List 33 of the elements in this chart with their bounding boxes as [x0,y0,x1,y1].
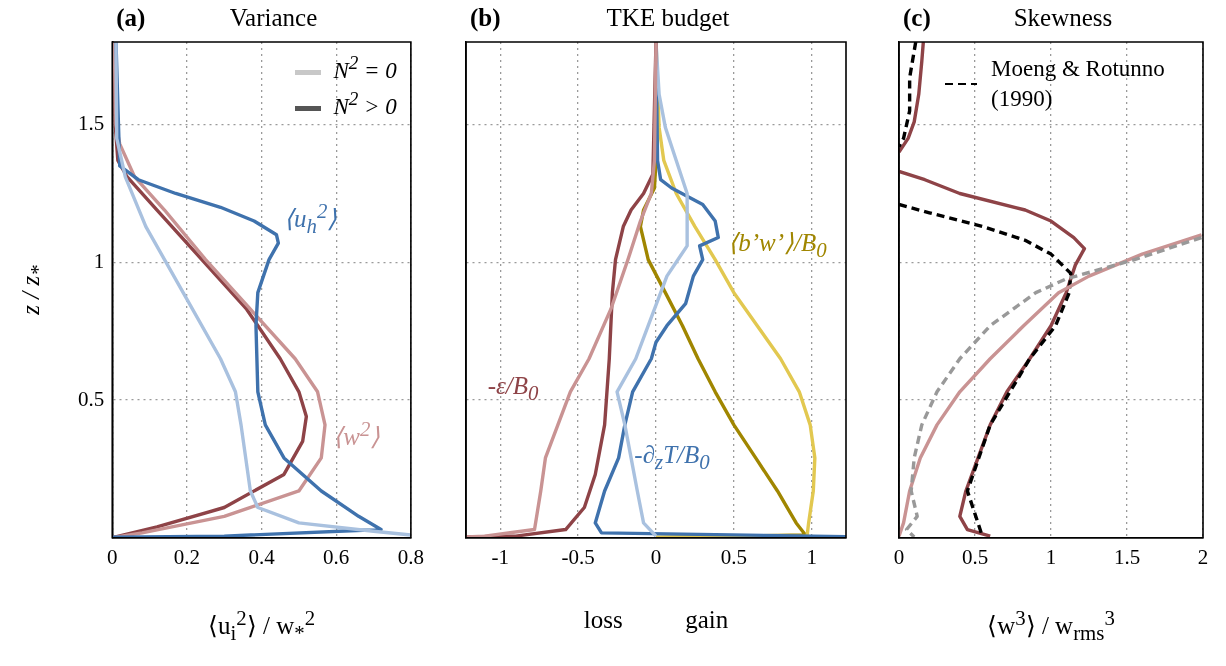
x-tick-label: 0.5 [720,544,747,569]
series-label: -∂$_{z}$T/B$_{0}$ [634,441,710,476]
text: -ε/B$_{0}$ [487,372,539,407]
annotation: N$^{2}$ = 0 [333,52,397,83]
x-tick-label: 0.5 [961,544,989,569]
chart-subtitle: Variance [229,4,318,32]
x-tick-label: 1 [1045,544,1057,569]
x-axis-title: loss gain [583,606,729,634]
chart-title: (c) [903,4,931,32]
x-tick-label: 0.4 [248,544,276,569]
series-label: ⟨w$^{2}$⟩ [333,416,381,451]
x-tick-label: 0 [107,544,118,569]
chart-subtitle: Skewness [1013,4,1113,32]
x-tick-label: -0.5 [561,544,595,569]
x-tick-label: 2 [1197,544,1209,569]
x-tick-label: 0.2 [173,544,201,569]
y-tick-label: 1.5 [78,111,105,136]
x-tick-label: 1.5 [1113,544,1141,569]
x-tick-label: 0 [893,544,905,569]
chart-subtitle: TKE budget [606,4,730,32]
chart-title: (a) [116,4,146,32]
text: ⟨b’w’⟩/B$_{0}$ [728,227,827,263]
y-tick-label: 0.5 [78,386,105,411]
x-tick-label: 0.6 [323,544,350,569]
x-tick-label: 0.8 [397,544,424,569]
x-tick-label: 1 [806,544,817,569]
annotation: N$^{2}$ > 0 [333,88,397,119]
y-tick-label: 1 [93,248,105,273]
legend-label: Moeng & Rotunno (1990) [991,55,1166,113]
chart-title: (b) [470,4,501,32]
x-tick-label: -1 [491,544,510,569]
x-tick-label: 0 [650,544,662,569]
series-label: ⟨u$_{h}$$^{2}$⟩ [283,198,338,239]
